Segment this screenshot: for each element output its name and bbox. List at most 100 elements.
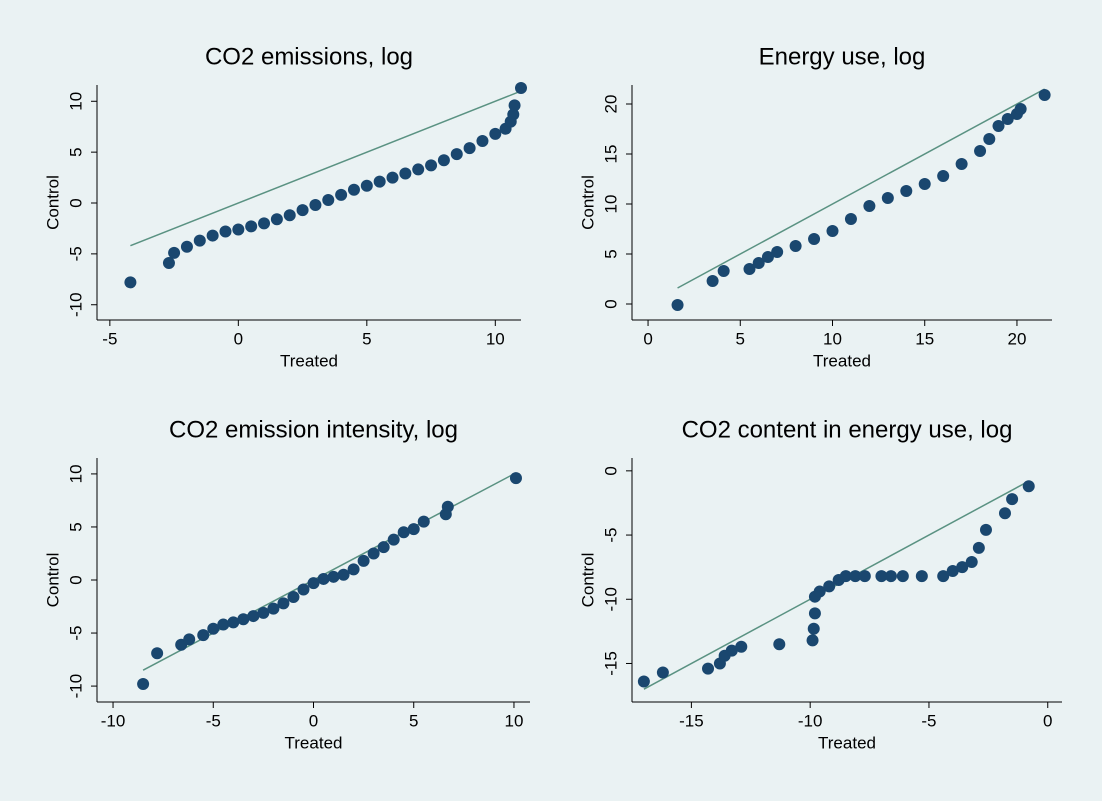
point [937,570,950,583]
point [232,223,245,236]
point [725,644,738,657]
y-tick-label: 10 [601,195,620,214]
y-tick-label: 0 [66,198,85,207]
point [360,179,373,192]
x-tick-label: -10 [101,711,126,730]
y-tick-label: 5 [66,522,85,531]
reference-line [677,88,1045,289]
point [896,570,909,583]
point [327,570,340,583]
point [789,240,802,252]
x-tick-label: 10 [823,329,842,348]
point [808,607,821,620]
point [507,108,520,121]
point [706,275,719,287]
point [386,171,399,184]
point [1038,89,1051,101]
y-tick-label: 10 [66,464,85,483]
point [937,170,950,182]
point [823,580,836,593]
x-tick-label: -15 [679,711,704,730]
x-tick-label: 0 [643,329,652,348]
point [998,507,1011,520]
point [124,276,137,289]
point [900,185,913,197]
point [983,133,996,145]
point [193,234,206,247]
point [247,610,260,623]
point [773,638,786,651]
point [296,204,309,217]
x-axis-title: Treated [285,733,343,752]
x-tick-label: 20 [1007,329,1026,348]
point [808,233,821,245]
point [257,606,270,619]
y-tick-label: 20 [601,95,620,114]
point [508,99,521,112]
point [955,158,968,170]
x-tick-label: 5 [362,329,371,348]
point [884,570,897,583]
point [771,246,784,258]
point [283,209,296,222]
point [965,556,978,569]
point [367,547,380,560]
point [761,251,774,263]
point [162,257,175,270]
reference-line [142,472,517,671]
point [227,616,240,629]
x-tick-label: -5 [102,329,117,348]
point [956,561,969,574]
point [337,568,350,581]
point [671,299,684,311]
point [437,154,450,167]
point [412,163,425,176]
point [735,640,748,653]
point [287,590,300,603]
chart-title: CO2 emissions, log [205,43,413,70]
y-tick-label: -5 [66,625,85,640]
point [979,523,992,536]
y-tick-label: 0 [601,466,620,475]
point [151,647,164,660]
point [197,629,210,642]
y-tick-label: -10 [66,674,85,699]
point [183,633,196,646]
y-tick-label: 0 [601,299,620,308]
y-tick-label: 5 [601,249,620,258]
point [450,148,463,161]
point [207,622,220,635]
point [974,145,987,157]
y-axis-title: Control [578,175,597,230]
x-tick-label: 10 [505,711,524,730]
point [267,602,280,615]
x-axis-title: Treated [818,733,876,752]
point [476,134,489,147]
point [335,188,348,201]
point [918,178,931,190]
chart-title: CO2 emission intensity, log [169,416,458,443]
point [702,662,715,675]
point [875,570,888,583]
point [258,217,271,230]
point [245,220,258,233]
point [992,120,1005,132]
point [463,142,476,155]
point [206,229,219,242]
point [813,585,826,598]
x-tick-label: -5 [921,711,936,730]
point [509,472,522,485]
point [863,200,876,212]
point [417,515,430,528]
y-axis-title: Control [43,553,62,608]
point [1001,113,1014,125]
point [839,570,852,583]
point [637,675,650,688]
y-axis-title: Control [578,553,597,608]
point [441,500,454,513]
x-axis-title: Treated [280,351,338,370]
point [806,634,819,647]
point [515,82,527,95]
point [270,213,283,226]
